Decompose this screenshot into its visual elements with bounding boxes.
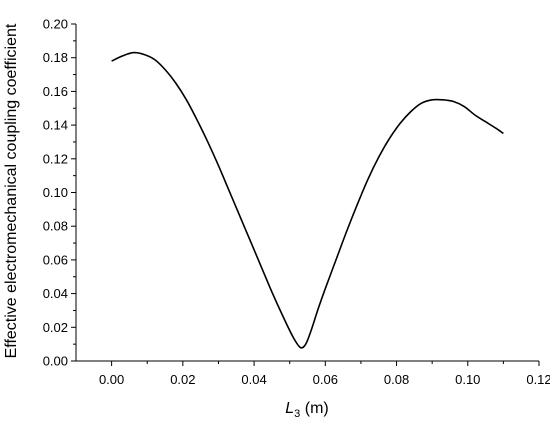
chart-series: [111, 51, 504, 349]
x-axis-label-unit: (m): [300, 400, 328, 417]
y-tick-label: 0.08: [43, 219, 68, 234]
x-tick-label: 0.10: [455, 372, 480, 387]
x-tick-label: 0.04: [241, 372, 266, 387]
chart-axes: [75, 24, 539, 362]
series-line-0: [111, 51, 504, 349]
y-axis-ticks: 0.00 0.02 0.04 0.06 0.08 0.10 0.12 0.14 0.16 0.18…: [43, 17, 76, 369]
x-tick-label: 0.02: [170, 372, 195, 387]
x-axis-label-main: L: [285, 400, 294, 417]
x-axis-ticks: 0.00 0.02 0.04 0.06 0.08 0.10 0.12: [99, 361, 550, 387]
x-tick-label: 0.08: [384, 372, 409, 387]
x-tick-label: 0.00: [99, 372, 124, 387]
x-tick-label: 0.12: [526, 372, 550, 387]
y-tick-label: 0.02: [43, 320, 68, 335]
y-tick-label: 0.06: [43, 252, 68, 267]
y-tick-label: 0.20: [43, 17, 68, 32]
y-axis-label: Effective electromechanical coupling coe…: [3, 23, 20, 358]
y-tick-label: 0.04: [43, 286, 68, 301]
y-tick-label: 0.00: [43, 354, 68, 369]
x-tick-label: 0.06: [313, 372, 338, 387]
x-axis-label-subscript: 3: [294, 408, 300, 420]
y-tick-label: 0.18: [43, 50, 68, 65]
y-tick-label: 0.12: [43, 151, 68, 166]
y-tick-label: 0.10: [43, 185, 68, 200]
x-axis-label: L3 (m): [285, 400, 328, 420]
y-tick-label: 0.16: [43, 84, 68, 99]
y-tick-label: 0.14: [43, 118, 68, 133]
